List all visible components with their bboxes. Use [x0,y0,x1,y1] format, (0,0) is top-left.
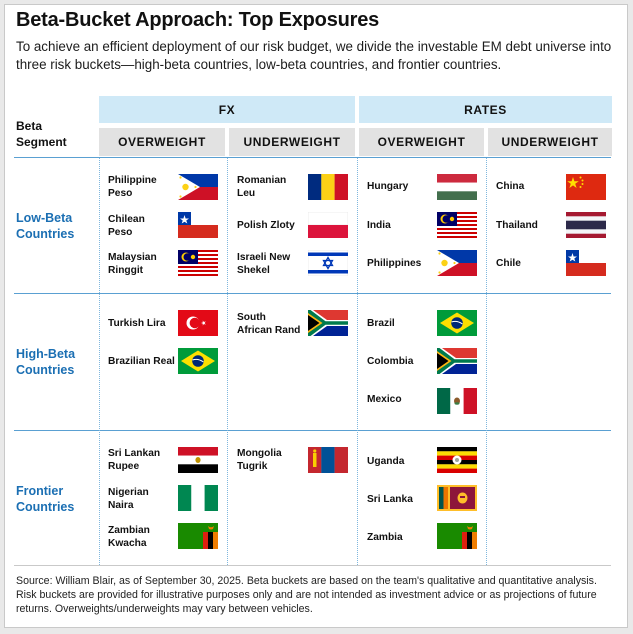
country-label: Israeli New Shekel [237,252,291,276]
country-label: Chile [496,258,521,269]
rates-header: RATES [359,96,612,123]
sri-lanka-flag-icon [437,485,477,511]
uganda-flag-icon [437,447,477,473]
south-africa-flag-icon [437,348,477,374]
row-divider [14,157,611,158]
zambia-flag-icon [437,523,477,549]
row-divider [14,430,611,431]
country-label: Mongolia Tugrik [237,448,282,472]
country-label: Romanian Leu [237,175,287,199]
nigeria-flag-icon [178,485,218,511]
rates-underweight-header: UNDERWEIGHT [488,128,612,156]
country-label: Philippine Peso [108,175,157,199]
column-divider [486,158,487,565]
country-label: India [367,220,391,231]
brazil-flag-icon [178,348,218,374]
exhibit-title: Beta-Bucket Approach: Top Exposures [16,9,380,31]
country-label: Mexico [367,394,402,405]
column-divider [99,158,100,565]
philippines-flag-icon [437,250,477,276]
country-label: Sri Lanka [367,494,413,505]
country-label: South African Rand [237,312,301,336]
fx-underweight-header: UNDERWEIGHT [229,128,355,156]
country-label: Hungary [367,181,409,192]
mexico-flag-icon [437,388,477,414]
country-label: Zambian Kwacha [108,525,150,549]
india-flag-icon [437,212,477,238]
country-label: Thailand [496,220,538,231]
rates-overweight-header: OVERWEIGHT [359,128,484,156]
china-flag-icon [566,174,606,200]
exhibit-subtitle: To achieve an efficient deployment of ou… [16,39,612,72]
zambia-flag-icon [178,523,218,549]
country-label: Turkish Lira [108,318,166,329]
source-note: Source: William Blair, as of September 3… [16,575,597,615]
country-label: Zambia [367,532,403,543]
egypt-flag-icon [178,447,218,473]
country-label: Malaysian Ringgit [108,252,157,276]
fx-overweight-header: OVERWEIGHT [99,128,225,156]
poland-flag-icon [308,212,348,238]
segment-frontier: Frontier Countries [16,484,75,514]
segment-high-beta: High-Beta Countries [16,347,76,377]
country-label: Brazil [367,318,395,329]
country-label: Uganda [367,456,405,467]
row-divider [14,565,611,566]
country-label: Nigerian Naira [108,487,149,511]
country-label: Philippines [367,258,422,269]
row-divider [14,293,611,294]
chile-flag-icon [566,250,606,276]
chile-flag-icon [178,212,218,238]
country-label: Brazilian Real [108,356,175,367]
israel-flag-icon [308,250,348,276]
beta-segment-header: Beta Segment [16,119,67,149]
malaysia-flag-icon [178,250,218,276]
country-label: Chilean Peso [108,214,145,238]
segment-low-beta: Low-Beta Countries [16,211,75,241]
philippines-flag-icon [178,174,218,200]
hungary-flag-icon [437,174,477,200]
south-africa-flag-icon [308,310,348,336]
mongolia-flag-icon [308,447,348,473]
thailand-flag-icon [566,212,606,238]
brazil-flag-icon [437,310,477,336]
romania-flag-icon [308,174,348,200]
fx-header: FX [99,96,355,123]
country-label: Sri Lankan Rupee [108,448,161,472]
country-label: China [496,181,525,192]
column-divider [357,158,358,565]
turkey-flag-icon [178,310,218,336]
column-divider [227,158,228,565]
country-label: Colombia [367,356,414,367]
country-label: Polish Zloty [237,220,295,231]
